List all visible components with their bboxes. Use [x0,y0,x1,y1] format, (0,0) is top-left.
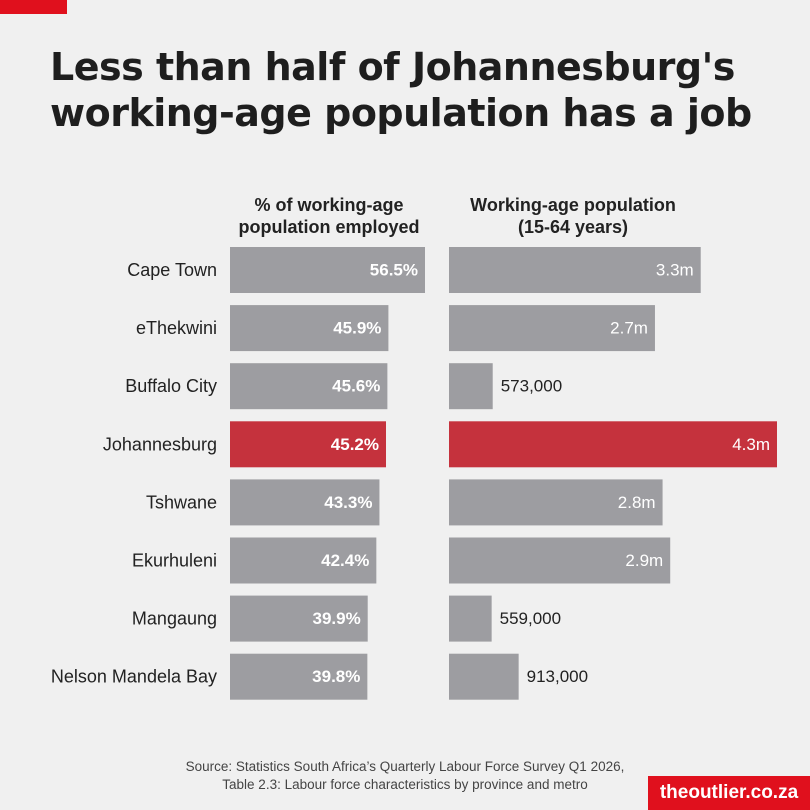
employment-value-label: 39.9% [313,609,361,628]
category-label: Ekurhuleni [132,551,217,571]
employment-value-label: 56.5% [370,261,418,280]
category-label: Buffalo City [125,376,217,396]
population-bar [449,653,519,700]
employment-value-label: 45.2% [331,435,379,454]
brand-badge[interactable]: theoutlier.co.za [648,776,810,810]
category-label: Johannesburg [103,434,217,454]
category-label: Cape Town [127,260,217,280]
category-label: Mangaung [132,609,217,629]
population-value-label: 573,000 [501,377,562,396]
population-bar [449,595,492,642]
population-value-label: 913,000 [527,667,588,686]
population-value-label: 2.7m [610,319,648,338]
population-bar [449,305,655,352]
category-label: Nelson Mandela Bay [51,667,217,687]
employment-value-label: 45.6% [332,377,380,396]
employment-value-label: 43.3% [324,493,372,512]
population-value-label: 559,000 [500,609,561,628]
employment-header-line-1: % of working-age [254,195,404,215]
population-bar [449,247,701,293]
chart-title-line-2: working-age population has a job [50,91,752,135]
population-column-header: Working-age population (15-64 years) [448,194,698,238]
category-label: Tshwane [146,492,217,512]
employment-column-header: % of working-age population employed [218,194,440,238]
employment-bar [230,305,389,352]
employment-value-label: 42.4% [321,551,369,570]
chart-title-line-1: Less than half of Johannesburg's [50,45,735,89]
employment-bar [230,537,377,584]
accent-bar [0,0,67,14]
source-line-2: Table 2.3: Labour force characteristics … [222,777,588,792]
source-note: Source: Statistics South Africa’s Quarte… [0,758,810,794]
population-bar [449,537,671,584]
population-value-label: 4.3m [732,435,770,454]
population-header-line-1: Working-age population [470,195,676,215]
employment-bar [230,595,368,642]
population-bar [449,421,777,468]
employment-value-label: 45.9% [333,319,381,338]
population-bar [449,363,493,410]
population-header-line-2: (15-64 years) [517,217,629,237]
employment-bar [230,653,368,700]
employment-value-label: 39.8% [312,667,360,686]
employment-bar [230,247,425,293]
employment-header-line-2: population employed [238,217,420,237]
employment-bar [230,479,380,526]
employment-bar [230,421,386,468]
chart-title: Less than half of Johannesburg's working… [50,44,790,136]
source-line-1: Source: Statistics South Africa’s Quarte… [185,759,625,774]
population-bar [449,479,663,526]
population-value-label: 2.9m [625,551,663,570]
employment-bar [230,363,388,410]
population-value-label: 3.3m [656,261,694,280]
category-label: eThekwini [136,318,217,338]
population-value-label: 2.8m [618,493,656,512]
